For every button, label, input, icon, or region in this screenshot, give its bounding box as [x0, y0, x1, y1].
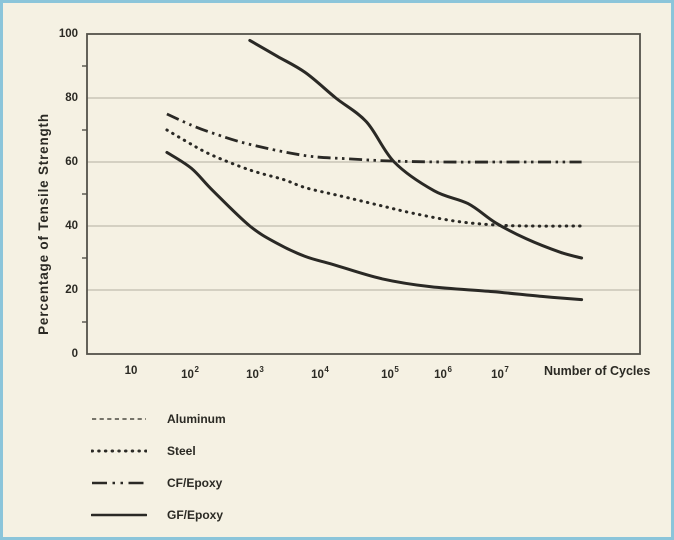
x-tick-label-10e4: 104 — [311, 365, 329, 381]
y-tick-label-0: 0 — [71, 348, 78, 360]
y-tick-label-80: 80 — [65, 92, 78, 104]
x-tick-label-10e6: 106 — [434, 365, 452, 381]
y-tick-label-60: 60 — [65, 156, 78, 168]
aluminum-dashed-line-swatch — [92, 418, 146, 420]
legend-label-aluminum: Aluminum — [167, 412, 226, 426]
legend-item-aluminum: Aluminum — [91, 411, 226, 427]
x-tick-label-10e3: 103 — [246, 365, 264, 381]
x-tick-exponent: 6 — [447, 365, 452, 374]
curve-gf-epoxy — [248, 38, 584, 260]
cf-epoxy-dash-dot-line-swatch — [92, 481, 146, 485]
legend-item-steel: Steel — [91, 443, 196, 459]
x-tick-label-10e2: 102 — [181, 365, 199, 381]
legend-label-gf-epoxy: GF/Epoxy — [167, 508, 224, 522]
x-tick-label-10e1: 10 — [124, 365, 138, 377]
legend-item-cf-epoxy: CF/Epoxy — [91, 475, 222, 491]
legend-label-cf-epoxy: CF/Epoxy — [167, 476, 223, 490]
y-tick-label-100: 100 — [58, 28, 78, 40]
x-tick-exponent: 4 — [324, 365, 329, 374]
gf-epoxy-solid-line-swatch — [91, 513, 147, 517]
fatigue-chart-plot-area — [82, 33, 641, 355]
plot-frame — [86, 33, 641, 355]
curve-aluminum — [165, 150, 584, 302]
x-tick-exponent: 5 — [394, 365, 399, 374]
curve-cf-epoxy — [166, 112, 582, 164]
legend-item-gf-epoxy: GF/Epoxy — [91, 507, 223, 523]
legend-label-steel: Steel — [167, 444, 196, 458]
x-tick-exponent: 3 — [259, 365, 264, 374]
x-tick-label-10e5: 105 — [381, 365, 399, 381]
y-tick-label-40: 40 — [65, 220, 78, 232]
x-tick-exponent: 2 — [194, 365, 199, 374]
x-tick-label-10e7: 107 — [491, 365, 509, 381]
curve-steel — [165, 128, 584, 228]
y-tick-label-20: 20 — [65, 284, 78, 296]
steel-dotted-line-swatch — [91, 449, 147, 453]
x-axis-title: Number of Cycles — [544, 364, 651, 378]
x-tick-exponent: 7 — [504, 365, 509, 374]
